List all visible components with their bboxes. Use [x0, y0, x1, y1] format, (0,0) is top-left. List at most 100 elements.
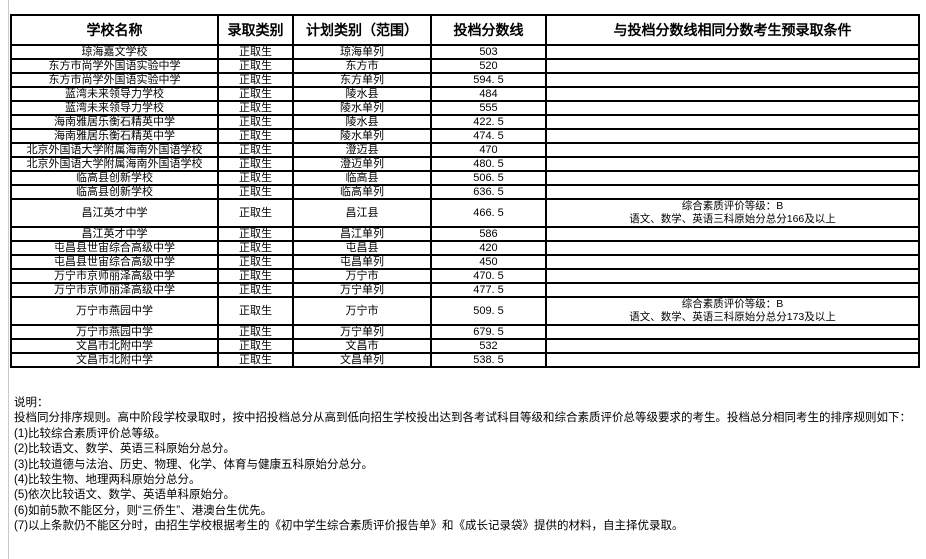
admission-category-cell: 正取生: [217, 72, 294, 88]
school-name-cell: 海南雅居乐衡石精英中学: [10, 128, 219, 144]
column-header-condition: 与投档分数线相同分数考生预录取条件: [545, 14, 920, 46]
column-header-category: 录取类别: [217, 14, 294, 46]
precondition-cell: [545, 282, 920, 298]
admission-category-cell: 正取生: [217, 44, 294, 60]
admission-category-cell: 正取生: [217, 142, 294, 158]
precondition-cell: [545, 324, 920, 340]
score-line-cell: 532: [430, 338, 547, 354]
precondition-cell: [545, 156, 920, 172]
precondition-line: 语文、数学、英语三科原始分总分173及以上: [629, 311, 836, 323]
score-line-cell: 474. 5: [430, 128, 547, 144]
admission-category-cell: 正取生: [217, 198, 294, 228]
score-line-cell: 555: [430, 100, 547, 116]
table-row: 临高县创新学校 正取生 临高单列 636. 5: [10, 184, 920, 200]
school-name-cell: 万宁市燕园中学: [10, 324, 219, 340]
school-name-cell: 屯昌县世宙综合高级中学: [10, 240, 219, 256]
precondition-cell: [545, 114, 920, 130]
precondition-line: 综合素质评价等级：B: [681, 200, 784, 212]
school-name-cell: 万宁市京师丽泽高级中学: [10, 282, 219, 298]
score-line-cell: 503: [430, 44, 547, 60]
note-item: (1)比较综合素质评价总等级。: [14, 427, 167, 440]
school-name-cell: 临高县创新学校: [10, 184, 219, 200]
plan-category-cell: 澄迈县: [292, 142, 432, 158]
plan-category-cell: 屯昌县: [292, 240, 432, 256]
plan-category-cell: 陵水单列: [292, 128, 432, 144]
admission-category-cell: 正取生: [217, 254, 294, 270]
precondition-cell: [545, 44, 920, 60]
score-line-cell: 477. 5: [430, 282, 547, 298]
precondition-cell: [545, 226, 920, 242]
precondition-cell: [545, 128, 920, 144]
admission-category-cell: 正取生: [217, 282, 294, 298]
score-line-cell: 422. 5: [430, 114, 547, 130]
table-row: 东方市尚学外国语实验中学 正取生 东方单列 594. 5: [10, 72, 920, 88]
admission-category-cell: 正取生: [217, 296, 294, 326]
table-row: 文昌市北附中学 正取生 文昌市 532: [10, 338, 920, 354]
precondition-cell: [545, 72, 920, 88]
plan-category-cell: 东方市: [292, 58, 432, 74]
admission-category-cell: 正取生: [217, 338, 294, 354]
school-name-cell: 东方市尚学外国语实验中学: [10, 72, 219, 88]
precondition-cell: [545, 100, 920, 116]
plan-category-cell: 万宁市: [292, 296, 432, 326]
plan-category-cell: 万宁单列: [292, 282, 432, 298]
score-line-cell: 586: [430, 226, 547, 242]
plan-category-cell: 昌江县: [292, 198, 432, 228]
admission-category-cell: 正取生: [217, 156, 294, 172]
school-name-cell: 文昌市北附中学: [10, 352, 219, 368]
plan-category-cell: 澄迈单列: [292, 156, 432, 172]
table-row: 北京外国语大学附属海南外国语学校 正取生 澄迈县 470: [10, 142, 920, 158]
school-name-cell: 东方市尚学外国语实验中学: [10, 58, 219, 74]
table-row: 临高县创新学校 正取生 临高县 506. 5: [10, 170, 920, 186]
plan-category-cell: 陵水单列: [292, 100, 432, 116]
precondition-line: 语文、数学、英语三科原始分总分166及以上: [629, 213, 836, 225]
table-row: 文昌市北附中学 正取生 文昌单列 538. 5: [10, 352, 920, 368]
table-row: 东方市尚学外国语实验中学 正取生 东方市 520: [10, 58, 920, 74]
score-line-cell: 466. 5: [430, 198, 547, 228]
admission-category-cell: 正取生: [217, 128, 294, 144]
plan-category-cell: 陵水县: [292, 86, 432, 102]
school-name-cell: 文昌市北附中学: [10, 338, 219, 354]
admission-category-cell: 正取生: [217, 324, 294, 340]
table-row: 蓝湾未来领导力学校 正取生 陵水县 484: [10, 86, 920, 102]
school-name-cell: 琼海嘉文学校: [10, 44, 219, 60]
score-line-cell: 450: [430, 254, 547, 270]
precondition-cell: [545, 184, 920, 200]
score-line-cell: 470: [430, 142, 547, 158]
admission-category-cell: 正取生: [217, 226, 294, 242]
score-line-cell: 520: [430, 58, 547, 74]
plan-category-cell: 文昌单列: [292, 352, 432, 368]
school-name-cell: 昌江英才中学: [10, 198, 219, 228]
admission-score-table: 学校名称 录取类别 计划类别（范围） 投档分数线 与投档分数线相同分数考生预录取…: [10, 14, 920, 368]
column-header-score: 投档分数线: [430, 14, 547, 46]
table-row: 万宁市京师丽泽高级中学 正取生 万宁市 470. 5: [10, 268, 920, 284]
precondition-cell: [545, 58, 920, 74]
school-name-cell: 屯昌县世宙综合高级中学: [10, 254, 219, 270]
note-item: (5)依次比较语文、数学、英语单科原始分。: [14, 489, 236, 502]
table-row: 昌江英才中学 正取生 昌江县 466. 5 综合素质评价等级：B 语文、数学、英语三科原始…: [10, 198, 920, 228]
precondition-cell: [545, 86, 920, 102]
plan-category-cell: 屯昌单列: [292, 254, 432, 270]
score-line-cell: 470. 5: [430, 268, 547, 284]
score-line-cell: 679. 5: [430, 324, 547, 340]
plan-category-cell: 琼海单列: [292, 44, 432, 60]
school-name-cell: 海南雅居乐衡石精英中学: [10, 114, 219, 130]
plan-category-cell: 文昌市: [292, 338, 432, 354]
table-row: 屯昌县世宙综合高级中学 正取生 屯昌单列 450: [10, 254, 920, 270]
school-name-cell: 蓝湾未来领导力学校: [10, 100, 219, 116]
plan-category-cell: 万宁市: [292, 268, 432, 284]
note-item: (6)如前5款不能区分，则“三侨生”、港澳台生优先。: [14, 504, 273, 517]
note-item: (2)比较语文、数学、英语三科原始分总分。: [14, 443, 236, 456]
admission-category-cell: 正取生: [217, 170, 294, 186]
admission-category-cell: 正取生: [217, 58, 294, 74]
table-row: 万宁市京师丽泽高级中学 正取生 万宁单列 477. 5: [10, 282, 920, 298]
table-row: 北京外国语大学附属海南外国语学校 正取生 澄迈单列 480. 5: [10, 156, 920, 172]
plan-category-cell: 东方单列: [292, 72, 432, 88]
table-row: 昌江英才中学 正取生 昌江单列 586: [10, 226, 920, 242]
notes-section: 说明： 投档同分排序规则。高中阶段学校录取时，按中招投档总分从高到低向招生学校投…: [14, 396, 920, 535]
plan-category-cell: 万宁单列: [292, 324, 432, 340]
school-name-cell: 昌江英才中学: [10, 226, 219, 242]
admission-category-cell: 正取生: [217, 100, 294, 116]
page-edge-line: [8, 0, 9, 559]
